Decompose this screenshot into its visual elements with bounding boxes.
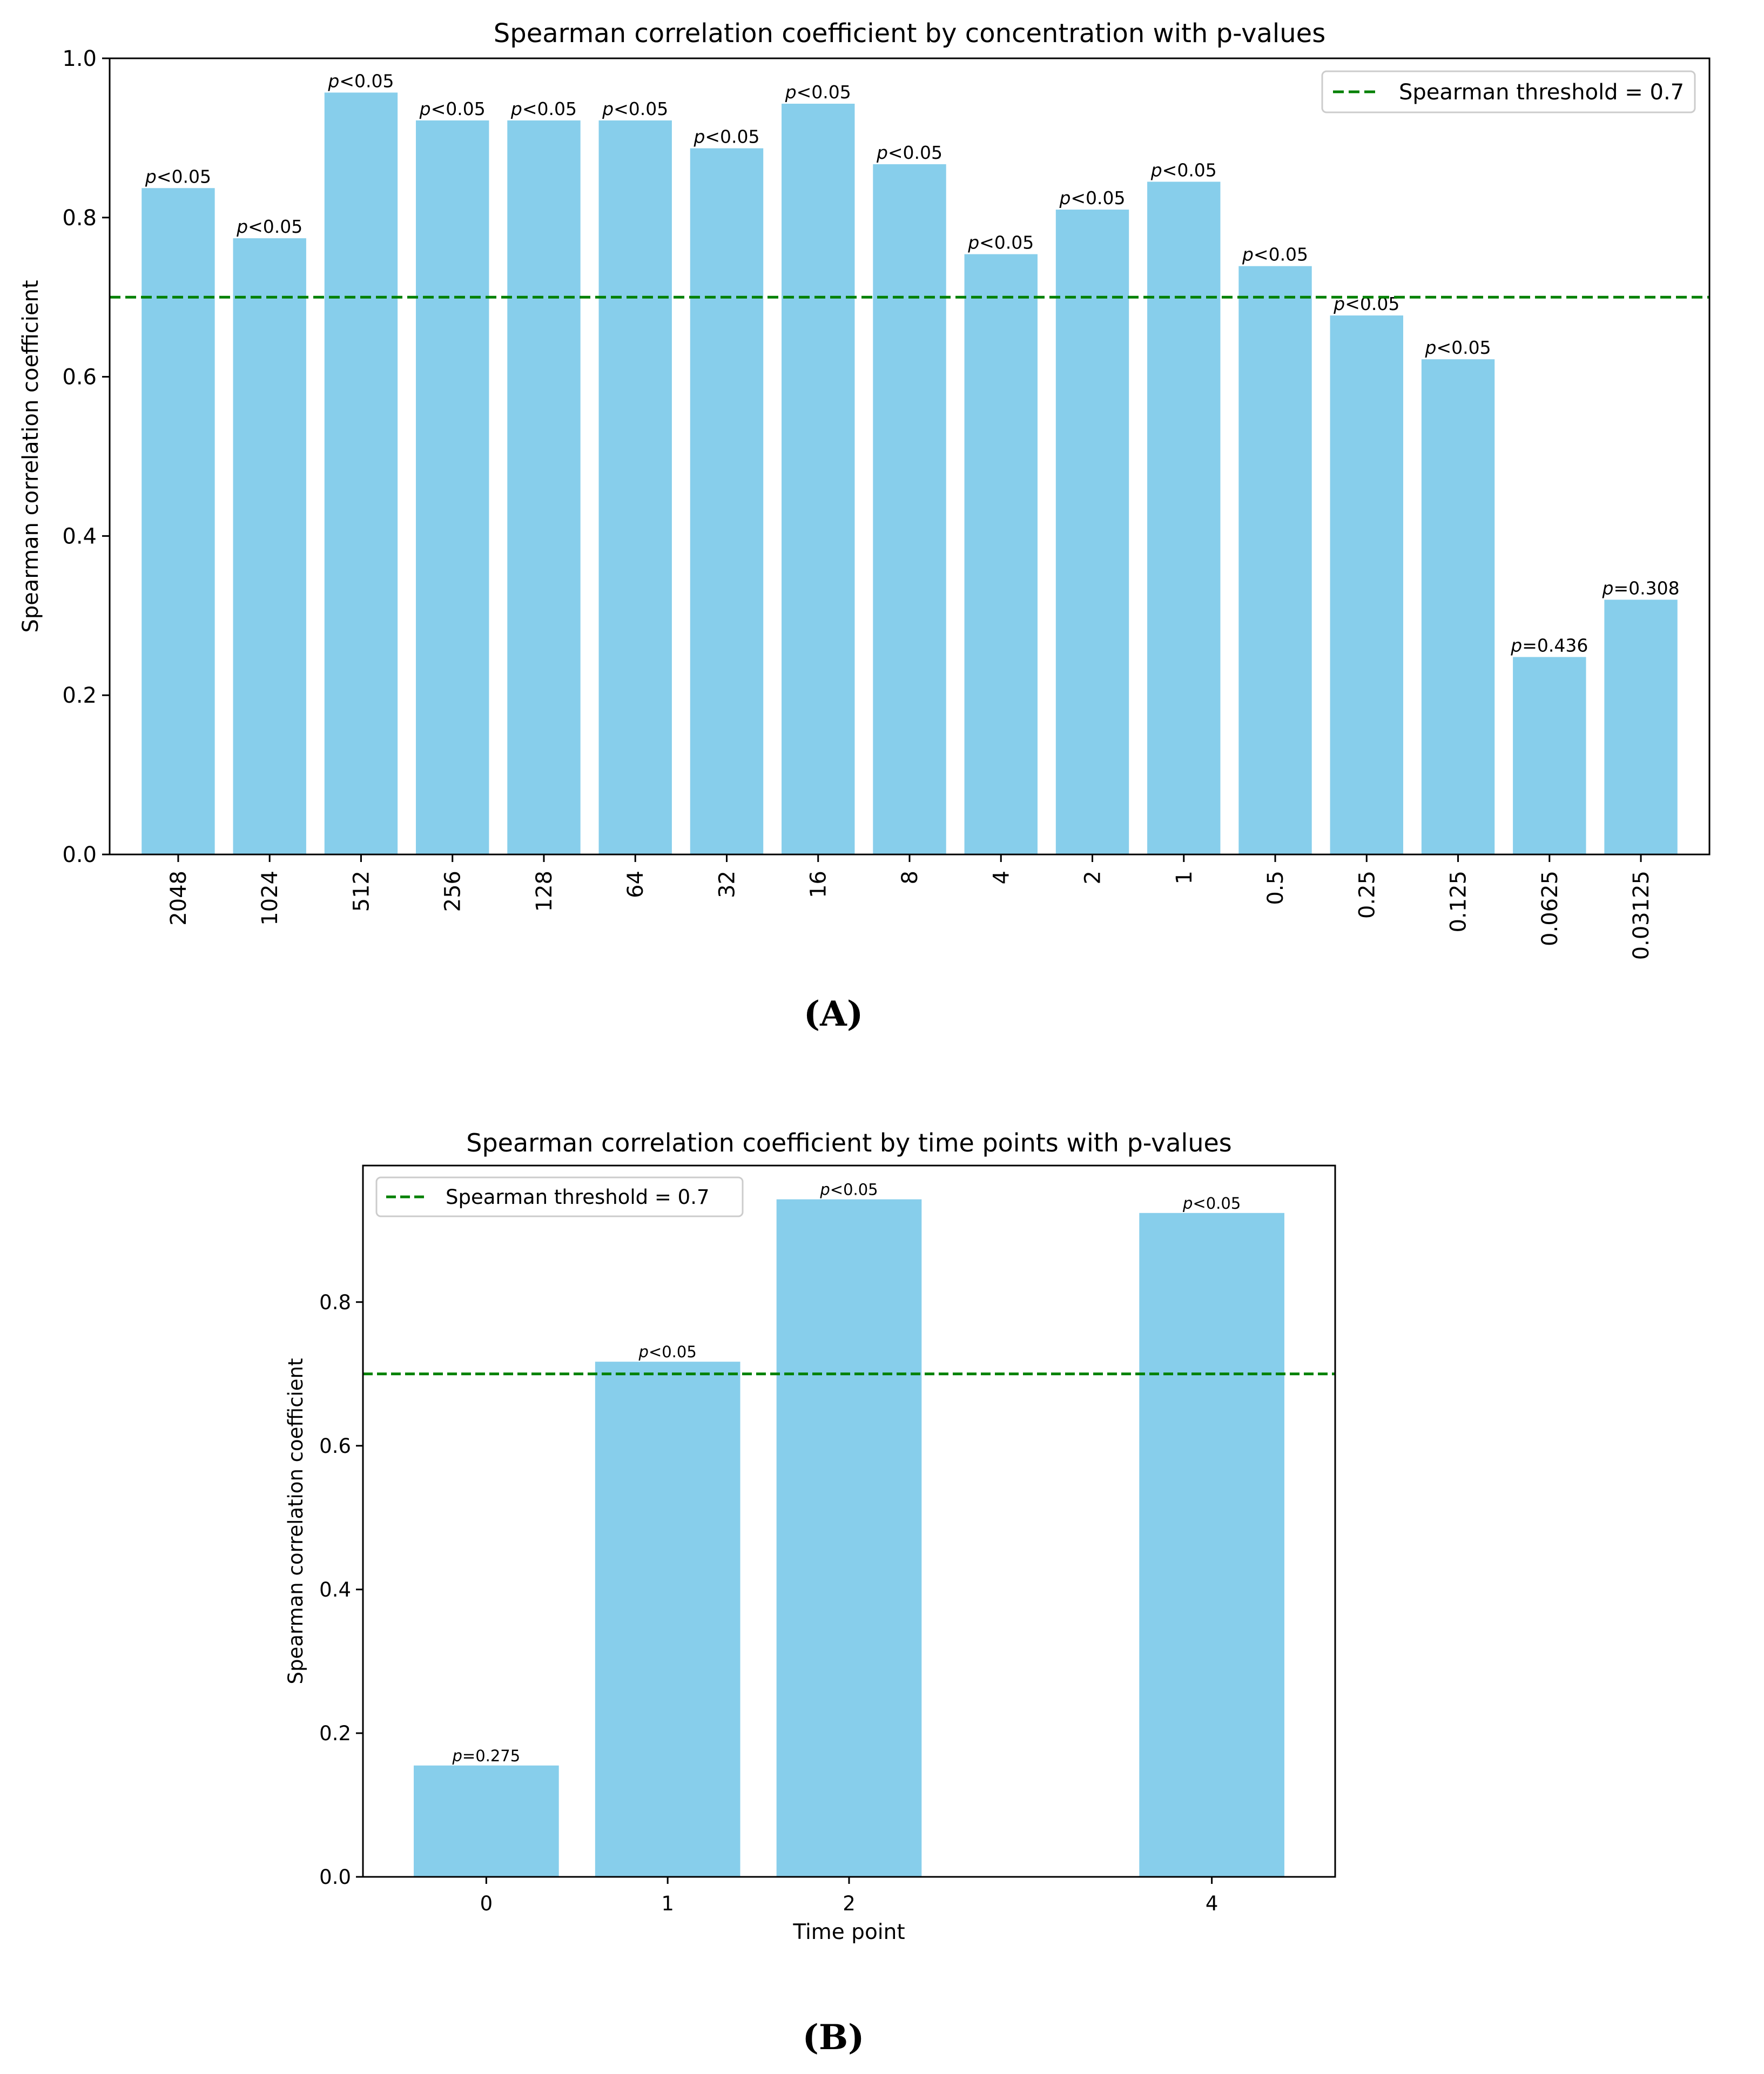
chart-b-xlabel: Time point <box>792 1920 905 1944</box>
chart-a-x-tick-label: 0.125 <box>1446 871 1471 933</box>
chart-a-x-tick-label: 64 <box>623 871 648 898</box>
chart-a-bar <box>233 238 306 854</box>
chart-a-bar <box>690 148 764 854</box>
chart-a-x-tick-label: 2 <box>1081 871 1106 884</box>
panel-label-a: (A) <box>803 994 864 1034</box>
chart-a-p-label: p<0.05 <box>1424 337 1491 358</box>
chart-a-x-tick-label: 2048 <box>166 871 191 926</box>
chart-a-bar <box>598 120 672 854</box>
chart-a-x-tick-label: 16 <box>806 871 831 898</box>
chart-a-p-label: p<0.05 <box>145 166 211 187</box>
chart-b-ylabel: Spearman correlation coefficient <box>284 1358 307 1684</box>
chart-a-x-tick-label: 0.0625 <box>1538 871 1563 946</box>
chart-a-bar <box>1238 266 1312 854</box>
chart-a-x-tick-label: 512 <box>349 871 374 912</box>
chart-b-legend-label: Spearman threshold = 0.7 <box>446 1186 710 1209</box>
chart-a-y-tick-label: 0.0 <box>62 843 97 867</box>
chart-b-y-tick-label: 0.2 <box>319 1722 351 1745</box>
chart-b-bar <box>1139 1213 1284 1877</box>
chart-a-bar <box>324 92 398 855</box>
chart-a-y-tick-label: 0.2 <box>62 683 97 708</box>
chart-b-y-tick-label: 0.6 <box>319 1435 351 1458</box>
chart-b-p-label: p<0.05 <box>1182 1194 1241 1213</box>
chart-a-bar <box>1513 657 1586 854</box>
chart-a-bar <box>964 254 1038 854</box>
chart-a-p-label: p<0.05 <box>1242 244 1308 265</box>
chart-a-x-tick-label: 4 <box>989 871 1014 884</box>
chart-a-x-tick-label: 0.25 <box>1355 871 1379 919</box>
chart-a-p-label: p<0.05 <box>693 126 759 147</box>
chart-b-bar <box>414 1765 559 1877</box>
chart-a-x-tick-label: 256 <box>441 871 466 912</box>
chart-a-p-label: p=0.308 <box>1602 577 1680 598</box>
chart-a-p-label: p<0.05 <box>327 70 394 91</box>
chart-a-bar <box>416 120 489 854</box>
chart-a-bar <box>507 120 581 854</box>
chart-a-y-tick-label: 0.8 <box>62 206 97 231</box>
chart-a-title: Spearman correlation coefficient by conc… <box>494 18 1325 49</box>
chart-a-bar <box>782 104 855 854</box>
chart-a: Spearman correlation coefficient by conc… <box>18 18 1711 960</box>
chart-a-bar <box>1147 181 1221 855</box>
chart-a-x-tick-label: 0.03125 <box>1629 871 1654 960</box>
chart-a-p-label: p<0.05 <box>785 82 851 103</box>
chart-a-y-tick-label: 1.0 <box>62 46 97 71</box>
chart-a-bar <box>1055 210 1129 854</box>
chart-a-legend-box <box>1321 70 1696 113</box>
chart-b-y-tick-label: 0.0 <box>319 1866 351 1889</box>
chart-a-bar <box>1421 359 1495 854</box>
chart-a-p-label: p<0.05 <box>419 98 486 119</box>
chart-a-p-label: p<0.05 <box>602 98 668 119</box>
chart-a-x-tick-label: 1024 <box>258 871 282 926</box>
chart-a-x-tick-label: 0.5 <box>1263 871 1288 905</box>
chart-a-bar <box>873 164 946 854</box>
chart-b-title: Spearman correlation coefficient by time… <box>466 1128 1232 1157</box>
chart-b-p-label: p<0.05 <box>819 1181 878 1199</box>
chart-b-bar <box>595 1362 740 1877</box>
chart-a-y-tick-label: 0.6 <box>62 365 97 390</box>
chart-b-x-tick-label: 2 <box>843 1892 856 1915</box>
chart-a-bar <box>1604 600 1678 854</box>
chart-a-y-tick-label: 0.4 <box>62 524 97 549</box>
chart-a-p-label: p<0.05 <box>876 142 942 163</box>
chart-b-p-label: p<0.05 <box>638 1343 697 1361</box>
chart-a-x-tick-label: 128 <box>532 871 557 912</box>
chart-b-x-tick-label: 4 <box>1206 1892 1218 1915</box>
chart-b-x-tick-label: 0 <box>480 1892 493 1915</box>
chart-b-x-tick-label: 1 <box>661 1892 674 1915</box>
panel-label-b: (B) <box>802 2017 865 2058</box>
chart-a-p-label: p<0.05 <box>1059 187 1125 208</box>
chart-b-y-tick-label: 0.8 <box>319 1291 351 1314</box>
chart-a-x-tick-label: 8 <box>898 871 923 884</box>
chart-a-bar <box>1330 315 1403 854</box>
chart-a-bar <box>142 188 215 855</box>
chart-b-y-tick-label: 0.4 <box>319 1578 351 1601</box>
chart-b-p-label: p=0.275 <box>452 1747 520 1765</box>
chart-b-legend-box <box>375 1176 744 1217</box>
chart-a-ylabel: Spearman correlation coefficient <box>18 280 43 632</box>
chart-b-frame <box>362 1164 1336 1878</box>
chart-a-x-tick-label: 32 <box>715 871 739 898</box>
chart-a-legend-label: Spearman threshold = 0.7 <box>1399 80 1684 105</box>
chart-a-x-tick-label: 1 <box>1172 871 1197 884</box>
chart-a-p-label: p<0.05 <box>1150 159 1217 180</box>
chart-a-p-label: p=0.436 <box>1510 635 1588 656</box>
chart-b-bar <box>776 1199 922 1877</box>
chart-a-p-label: p<0.05 <box>510 98 577 119</box>
chart-a-p-label: p<0.05 <box>236 216 302 237</box>
chart-a-p-label: p<0.05 <box>967 232 1034 253</box>
